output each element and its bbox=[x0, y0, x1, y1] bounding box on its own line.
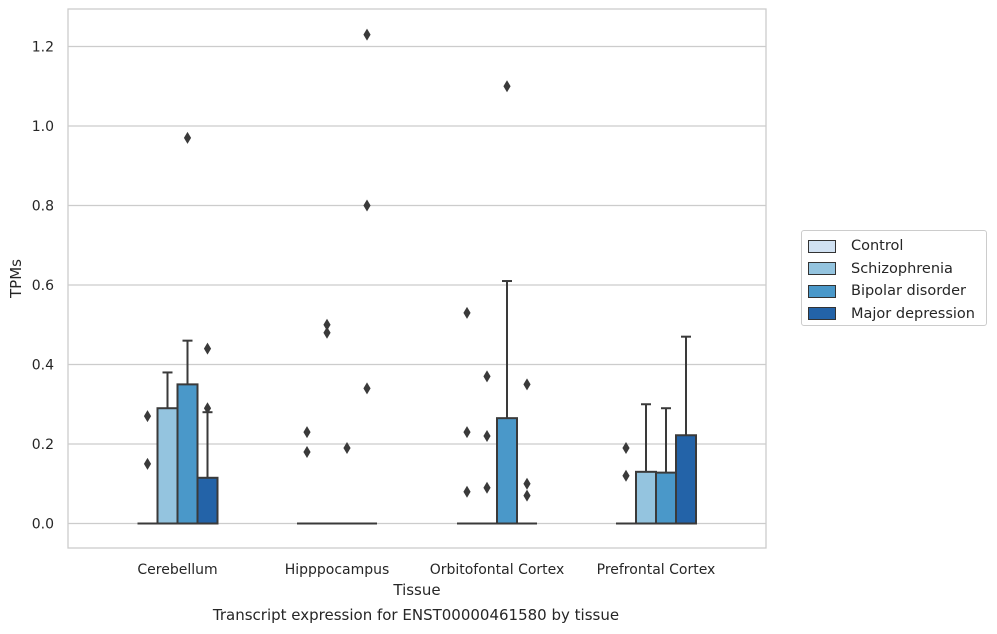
y-axis-label: TPMs bbox=[7, 259, 25, 299]
box-1-2 bbox=[337, 441, 357, 525]
box-0-0 bbox=[137, 410, 158, 525]
legend-swatch bbox=[808, 239, 836, 253]
box-plot-marks bbox=[137, 28, 697, 525]
box-2-3 bbox=[517, 378, 537, 525]
outlier-point bbox=[483, 481, 491, 494]
plot-frame bbox=[67, 8, 767, 549]
box-2-1 bbox=[477, 370, 497, 525]
y-tick-label: 0.0 bbox=[32, 517, 54, 533]
box-body bbox=[496, 417, 518, 525]
legend-swatch bbox=[808, 284, 836, 298]
box-1-0 bbox=[297, 426, 317, 525]
outlier-point bbox=[323, 318, 331, 331]
box-1-3 bbox=[357, 28, 377, 525]
outlier-point bbox=[463, 485, 471, 498]
box-3-1 bbox=[635, 403, 657, 525]
box-1-1 bbox=[317, 318, 337, 525]
x-tick-label: Hipppocampus bbox=[285, 562, 390, 578]
legend-label: Schizophrenia bbox=[851, 260, 953, 277]
chart-title: Transcript expression for ENST0000046158… bbox=[212, 606, 620, 624]
box-2-2 bbox=[496, 80, 518, 525]
outlier-point bbox=[622, 469, 630, 482]
box-2-0 bbox=[457, 306, 477, 525]
box-body bbox=[176, 383, 199, 525]
box-3-2 bbox=[655, 407, 677, 525]
outlier-point bbox=[143, 457, 152, 470]
legend-label: Bipolar disorder bbox=[851, 283, 966, 300]
legend-item-schizophrenia: Schizophrenia bbox=[808, 258, 986, 281]
box-0-2 bbox=[176, 131, 199, 525]
outlier-point bbox=[463, 426, 471, 439]
legend-swatch bbox=[808, 307, 836, 321]
y-tick-label: 0.4 bbox=[32, 358, 54, 374]
outlier-point bbox=[363, 199, 371, 212]
outlier-point bbox=[183, 131, 192, 144]
legend-label: Control bbox=[851, 238, 904, 255]
box-body bbox=[635, 470, 657, 525]
y-tick-label: 1.0 bbox=[32, 119, 54, 135]
box-body bbox=[655, 471, 677, 525]
legend-item-major-depression: Major depression bbox=[808, 303, 986, 326]
legend-item-bipolar-disorder: Bipolar disorder bbox=[808, 280, 986, 303]
x-axis-ticks: Cerebellum Hipppocampus Orbitofontal Corte… bbox=[137, 562, 715, 578]
box-0-1 bbox=[156, 371, 179, 525]
box-body bbox=[156, 407, 179, 525]
outlier-point bbox=[503, 80, 511, 93]
outlier-point bbox=[303, 445, 311, 458]
outlier-point bbox=[303, 426, 311, 439]
outlier-point bbox=[523, 477, 531, 490]
y-tick-label: 0.6 bbox=[32, 278, 54, 294]
outlier-point bbox=[363, 28, 371, 41]
legend-swatch bbox=[808, 262, 836, 276]
outlier-point bbox=[363, 382, 371, 395]
outlier-point bbox=[483, 430, 491, 443]
legend-item-control: Control bbox=[808, 235, 986, 258]
box-body bbox=[675, 434, 697, 525]
box-3-0 bbox=[616, 441, 636, 525]
outlier-point bbox=[463, 306, 471, 319]
box-3-3 bbox=[675, 335, 697, 525]
x-tick-label: Prefrontal Cortex bbox=[597, 562, 716, 578]
outlier-point bbox=[622, 441, 630, 454]
outlier-point bbox=[343, 441, 351, 454]
x-axis-label: Tissue bbox=[392, 581, 440, 599]
y-tick-label: 0.8 bbox=[32, 199, 54, 215]
outlier-point bbox=[523, 378, 531, 391]
y-tick-label: 1.2 bbox=[32, 40, 54, 56]
y-axis-ticks: 0.0 0.2 0.4 0.6 0.8 1.0 1.2 bbox=[32, 40, 54, 533]
outlier-point bbox=[523, 489, 531, 502]
legend-label: Major depression bbox=[851, 305, 975, 322]
box-body bbox=[196, 476, 219, 525]
outlier-point bbox=[143, 410, 152, 423]
x-tick-label: Orbitofontal Cortex bbox=[430, 562, 565, 578]
legend: Control Schizophrenia Bipolar disorder M… bbox=[801, 230, 987, 326]
box-0-3 bbox=[196, 342, 219, 525]
outlier-point bbox=[483, 370, 491, 383]
x-tick-label: Cerebellum bbox=[137, 562, 217, 578]
outlier-point bbox=[323, 326, 331, 339]
outlier-point bbox=[203, 402, 212, 415]
y-tick-label: 0.2 bbox=[32, 437, 54, 453]
outlier-point bbox=[203, 342, 212, 355]
